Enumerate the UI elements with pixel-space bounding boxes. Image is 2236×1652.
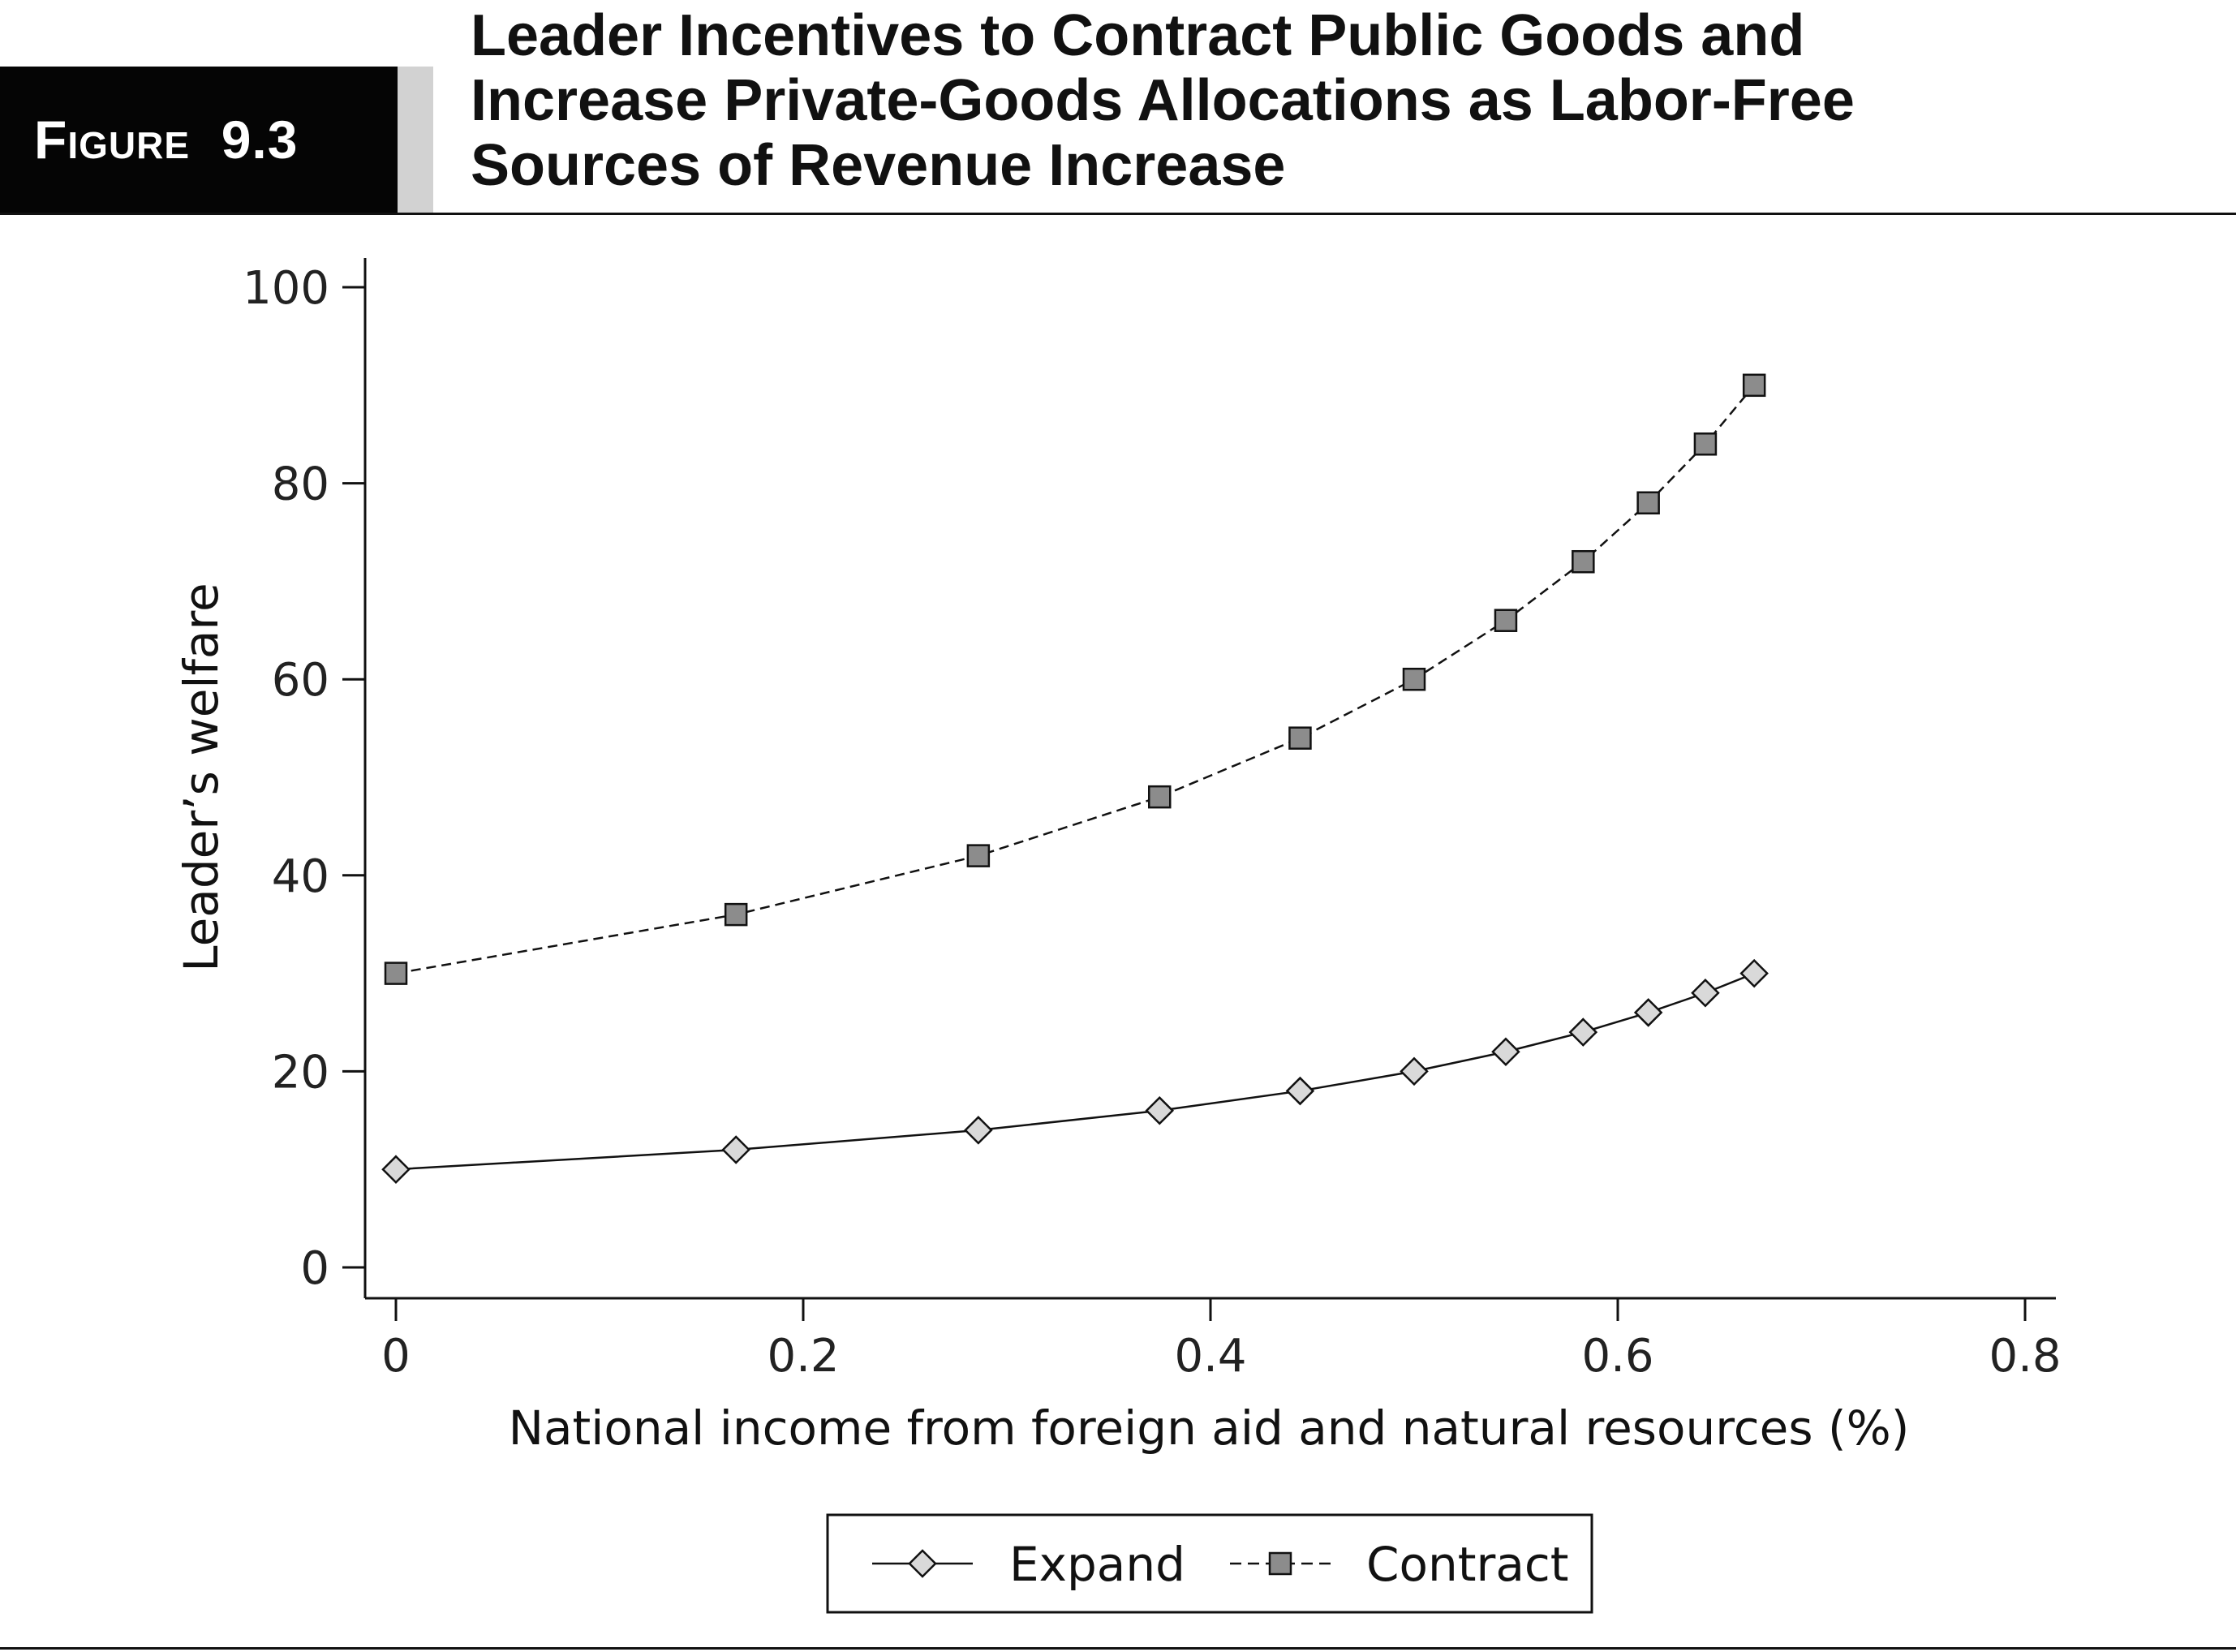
x-tick-label: 0.4 bbox=[1174, 1330, 1246, 1383]
data-point-expand bbox=[1691, 978, 1720, 1008]
y-tick-label: 100 bbox=[243, 262, 329, 315]
series-line-contract bbox=[395, 385, 1756, 974]
figure-header: Figure 9.3 Leader Incentives to Contract… bbox=[0, 0, 2236, 216]
data-point-contract bbox=[966, 844, 991, 867]
data-point-expand bbox=[1633, 998, 1663, 1027]
data-point-expand bbox=[964, 1116, 993, 1145]
data-point-contract bbox=[1148, 785, 1172, 809]
data-point-expand bbox=[1568, 1017, 1598, 1047]
y-tick-label: 20 bbox=[272, 1046, 329, 1099]
data-point-contract bbox=[1572, 549, 1595, 574]
figure-label-word: Figure bbox=[34, 110, 190, 170]
figure-label-separator bbox=[398, 67, 433, 214]
data-point-expand bbox=[1145, 1095, 1175, 1125]
data-point-expand bbox=[1285, 1076, 1315, 1106]
y-tick-label: 80 bbox=[272, 458, 329, 511]
figure-label: Figure 9.3 bbox=[34, 109, 298, 170]
legend-marker-expand bbox=[908, 1549, 937, 1578]
data-point-contract bbox=[1494, 609, 1518, 632]
chart-legend: Expand Contract bbox=[826, 1513, 1593, 1614]
x-tick-label: 0.8 bbox=[1989, 1330, 2061, 1383]
data-point-contract bbox=[1402, 667, 1426, 691]
figure-title: Leader Incentives to Contract Public Goo… bbox=[471, 3, 2215, 198]
figure-title-line-1: Leader Incentives to Contract Public Goo… bbox=[471, 3, 1805, 68]
data-point-expand bbox=[381, 1155, 411, 1184]
data-point-contract bbox=[1288, 726, 1312, 750]
y-tick-label: 0 bbox=[300, 1242, 329, 1295]
series-line-expand bbox=[395, 972, 1755, 1171]
figure-title-line-3: Sources of Revenue Increase bbox=[471, 133, 1286, 198]
y-tick-label: 60 bbox=[272, 654, 329, 707]
x-tick-label: 0 bbox=[381, 1330, 411, 1383]
y-axis-label: Leader’s welfare bbox=[174, 583, 229, 971]
figure-label-badge: Figure 9.3 bbox=[0, 67, 398, 214]
legend-label-contract: Contract bbox=[1366, 1537, 1569, 1592]
x-axis-label: National income from foreign aid and nat… bbox=[509, 1400, 1910, 1456]
chart-series bbox=[381, 373, 1769, 1184]
data-point-expand bbox=[1400, 1056, 1429, 1086]
legend-marker-contract bbox=[1268, 1551, 1292, 1576]
data-point-expand bbox=[1491, 1037, 1520, 1067]
x-tick-label: 0.2 bbox=[767, 1330, 839, 1383]
data-point-contract bbox=[384, 962, 408, 985]
y-tick-label: 40 bbox=[272, 850, 329, 903]
footer-rule bbox=[0, 1647, 2236, 1650]
x-tick-label: 0.6 bbox=[1581, 1330, 1653, 1383]
chart-axes: 0 20 40 60 80 100 0 0.2 0.4 0.6 0.8 bbox=[243, 258, 2062, 1383]
data-point-expand bbox=[1739, 958, 1769, 988]
data-point-contract bbox=[1693, 432, 1718, 456]
header-rule bbox=[0, 213, 2236, 215]
figure-title-line-2: Increase Private-Goods Allocations as La… bbox=[471, 68, 1855, 133]
data-point-contract bbox=[724, 902, 748, 927]
figure-label-number: 9.3 bbox=[221, 110, 299, 170]
data-point-expand bbox=[721, 1135, 750, 1164]
data-point-contract bbox=[1742, 373, 1766, 398]
legend-label-expand: Expand bbox=[1009, 1537, 1185, 1592]
data-point-contract bbox=[1636, 491, 1660, 515]
